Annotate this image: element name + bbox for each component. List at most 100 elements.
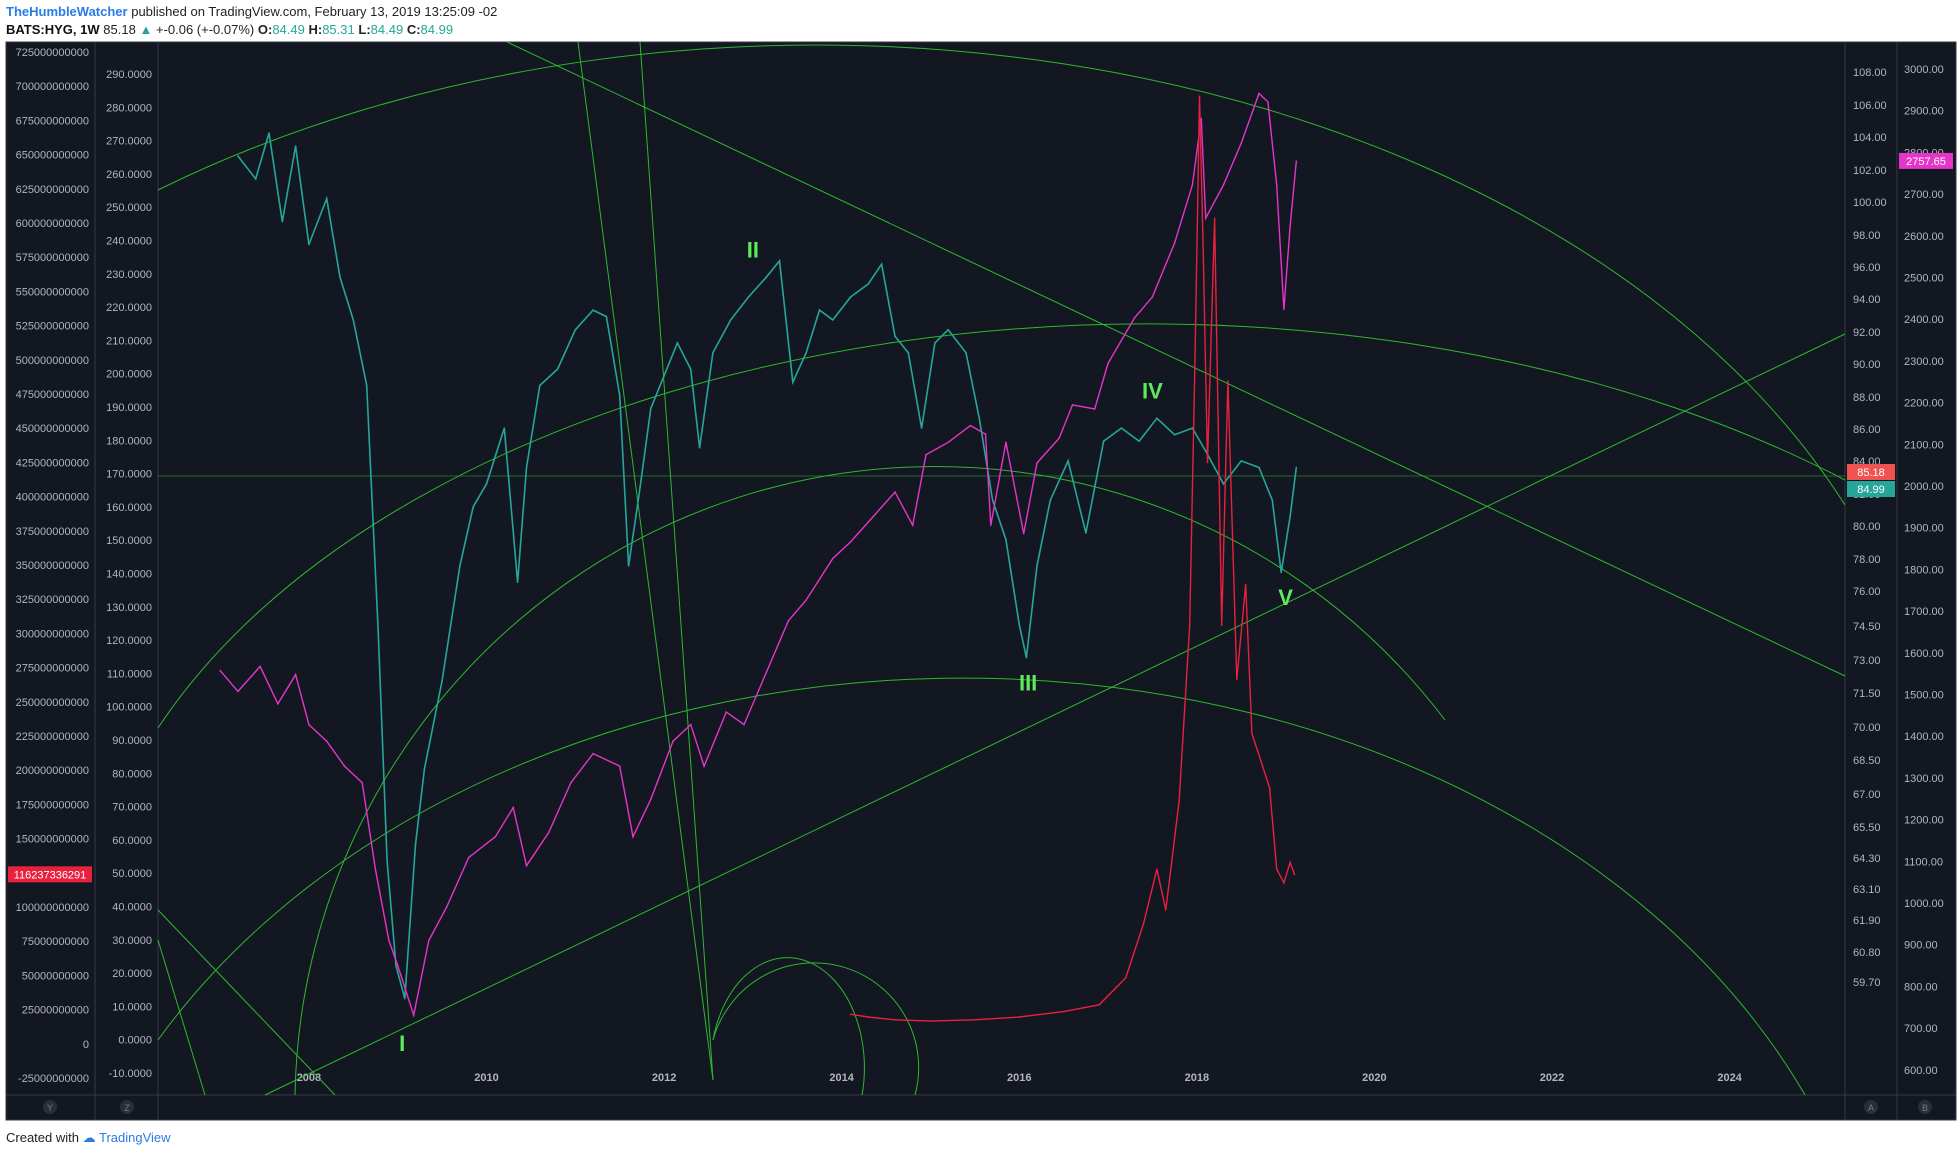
mid-axis-tick: 250.0000 xyxy=(106,202,152,214)
right-axis-tick: 61.90 xyxy=(1853,915,1881,927)
right-axis-tick: 59.70 xyxy=(1853,977,1881,989)
series-point xyxy=(1125,976,1127,979)
series-point xyxy=(592,309,594,311)
mid-axis-tick: 140.0000 xyxy=(106,569,152,581)
mid-axis-tick: 90.0000 xyxy=(112,735,152,747)
left-axis-badge-bg xyxy=(8,866,92,883)
series-point xyxy=(395,965,397,967)
series-point xyxy=(352,319,355,321)
mid-axis-tick: -10.0000 xyxy=(109,1068,152,1080)
x-axis-tick: 2016 xyxy=(1007,1072,1031,1084)
series-point xyxy=(365,384,368,387)
left-axis-tick: 225000000000 xyxy=(16,731,89,743)
spx-axis-tick: 2400.00 xyxy=(1904,314,1944,326)
spx-axis-tick: 1500.00 xyxy=(1904,690,1944,702)
series-point xyxy=(1178,800,1180,803)
right-axis-tick: 80.00 xyxy=(1853,521,1881,533)
series-point xyxy=(308,723,310,726)
series-point xyxy=(374,869,377,871)
last-price-badge: 85.18 xyxy=(1857,467,1885,479)
series-point xyxy=(467,856,470,859)
series-point xyxy=(1283,881,1285,884)
series-point xyxy=(605,315,608,318)
right-axis-tick: 102.00 xyxy=(1853,165,1887,177)
fib-arc xyxy=(157,939,206,1096)
series-point xyxy=(259,665,261,668)
series-point xyxy=(712,351,714,354)
series-point xyxy=(1005,441,1007,444)
author-link[interactable]: TheHumbleWatcher xyxy=(6,4,128,19)
series-point xyxy=(743,723,745,726)
series-point xyxy=(386,860,388,862)
series-point xyxy=(991,499,994,502)
series-point xyxy=(525,864,528,867)
axis-settings-icon xyxy=(120,1100,134,1114)
mid-axis-tick: 120.0000 xyxy=(106,635,152,647)
axis-footer-label: Y xyxy=(47,1103,53,1113)
fib-arc xyxy=(157,909,336,1096)
series-point xyxy=(592,752,594,755)
series-point xyxy=(867,1016,870,1018)
series-point xyxy=(1295,466,1298,469)
series-point xyxy=(1142,922,1145,925)
right-axis-tick: 73.00 xyxy=(1853,655,1881,667)
left-axis-tick: 625000000000 xyxy=(16,184,89,196)
series-point xyxy=(237,155,239,157)
series-point xyxy=(441,679,443,682)
left-axis-badge: 116237336291 xyxy=(14,869,87,881)
series-point xyxy=(494,835,497,838)
series-point xyxy=(1289,515,1291,518)
series-point xyxy=(969,424,972,427)
series-point xyxy=(361,781,364,784)
spx-axis-tick: 1800.00 xyxy=(1904,564,1944,576)
spx-axis-tick: 600.00 xyxy=(1904,1065,1938,1077)
series-point xyxy=(1213,217,1216,220)
x-axis-tick: 2012 xyxy=(652,1072,676,1084)
series-point xyxy=(867,283,870,285)
right-axis-tick: 96.00 xyxy=(1853,262,1881,274)
series-point xyxy=(1268,787,1271,789)
series-point xyxy=(1280,571,1282,574)
series-point xyxy=(1067,460,1069,462)
spx-axis-tick: 2900.00 xyxy=(1904,106,1944,118)
series-point xyxy=(1098,1004,1100,1006)
open-value: 84.49 xyxy=(272,22,305,37)
close-price-badge: 84.99 xyxy=(1857,484,1885,496)
series-point xyxy=(1133,316,1136,319)
series-point xyxy=(689,723,692,726)
close-price-badge-bg xyxy=(1847,481,1895,497)
series-point xyxy=(339,276,341,279)
left-axis-tick: 250000000000 xyxy=(16,697,89,709)
series-point xyxy=(1194,353,1196,355)
series-point xyxy=(849,1013,852,1016)
right-axis-tick: 63.10 xyxy=(1853,884,1881,896)
price-chart[interactable]: 725000000000 700000000000 675000000000 6500… xyxy=(0,40,1960,1122)
mid-axis-tick: 30.0000 xyxy=(112,935,152,947)
spx-price-badge: 2757.65 xyxy=(1906,156,1946,168)
right-axis-tick: 88.00 xyxy=(1853,392,1881,404)
series-point xyxy=(1036,462,1038,464)
mid-axis-tick: 270.0000 xyxy=(106,136,152,148)
trendlines xyxy=(157,41,1846,1096)
series-point xyxy=(1200,117,1203,120)
change-value: +-0.06 (+-0.07%) xyxy=(155,22,255,37)
series-point xyxy=(525,466,528,469)
mid-axis-tick: 0.0000 xyxy=(118,1035,152,1047)
axis-settings-icon xyxy=(43,1100,57,1114)
right-axis-tick: 98.00 xyxy=(1853,230,1881,242)
trendline xyxy=(264,333,1846,1096)
spx-axis-tick: 1600.00 xyxy=(1904,648,1944,660)
left-axis-tick: 525000000000 xyxy=(16,321,89,333)
series-point xyxy=(459,565,461,567)
series-point xyxy=(974,1018,976,1021)
series-point xyxy=(1018,1016,1021,1018)
x-axis-tick: 2022 xyxy=(1540,1072,1564,1084)
series-point xyxy=(1204,450,1207,452)
tradingview-link[interactable]: TradingView xyxy=(99,1130,171,1145)
series-point xyxy=(1198,95,1201,98)
fib-arc xyxy=(712,962,920,1096)
spx-axis-tick: 1000.00 xyxy=(1904,898,1944,910)
series-point xyxy=(1227,380,1229,382)
series-point xyxy=(396,964,399,967)
series-point xyxy=(1206,461,1209,464)
